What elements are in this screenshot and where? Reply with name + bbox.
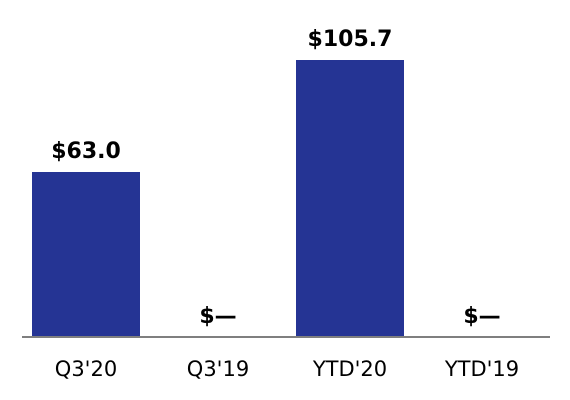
value-label-0: $63.0 <box>51 139 121 164</box>
value-label-2: $105.7 <box>308 27 393 52</box>
value-label-1: $— <box>199 304 236 329</box>
x-tick-label-0: Q3'20 <box>55 357 117 381</box>
value-labels-layer: $63.0 $— $105.7 $— <box>51 27 500 329</box>
bars-layer <box>32 60 404 336</box>
bar-0 <box>32 171 140 336</box>
x-tick-labels-layer: Q3'20 Q3'19 YTD'20 YTD'19 <box>55 357 519 381</box>
bar-2 <box>296 60 404 336</box>
x-tick-label-2: YTD'20 <box>312 357 387 381</box>
x-tick-label-3: YTD'19 <box>444 357 519 381</box>
value-label-3: $— <box>463 304 500 329</box>
x-tick-label-1: Q3'19 <box>187 357 249 381</box>
